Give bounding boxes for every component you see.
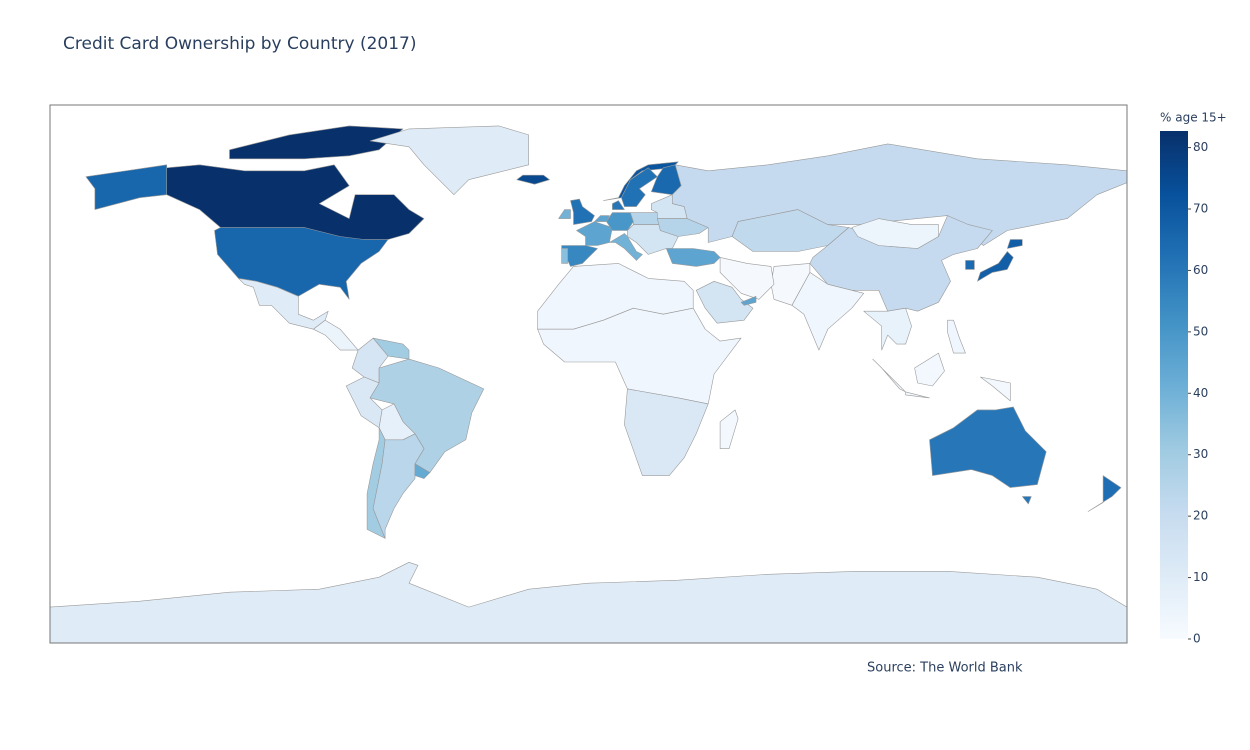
colorbar: [1160, 131, 1188, 639]
country: [947, 319, 966, 354]
map-frame: [49, 104, 1128, 644]
colorbar-tick-label: 30: [1193, 447, 1208, 461]
country: [977, 239, 1023, 282]
country: [414, 463, 431, 479]
country: [851, 218, 939, 249]
country: [516, 174, 550, 185]
country: [372, 433, 425, 539]
colorbar-tick-label: 20: [1193, 509, 1208, 523]
map: [50, 125, 1127, 643]
country: [770, 263, 811, 306]
country: [929, 406, 1047, 505]
country: [50, 562, 1127, 643]
colorbar-tick-label: 60: [1193, 263, 1208, 277]
country: [570, 198, 595, 225]
country: [666, 248, 721, 267]
country: [372, 337, 410, 360]
country: [561, 248, 568, 264]
country: [965, 260, 975, 270]
colorbar-tick-label: 10: [1193, 570, 1208, 584]
country: [606, 212, 634, 231]
country: [791, 272, 864, 351]
country: [621, 167, 658, 207]
country: [872, 352, 1011, 402]
country: [369, 125, 529, 195]
colorbar-tick-label: 40: [1193, 386, 1208, 400]
country: [624, 388, 709, 476]
colorbar-ticks: 0 10 20 30 40 50 60 70 80: [1188, 140, 1208, 646]
source-note: Source: The World Bank: [867, 661, 1023, 676]
country: [558, 209, 571, 219]
country: [1087, 475, 1122, 512]
country: [719, 257, 775, 300]
country: [609, 233, 643, 261]
country: [863, 307, 912, 351]
country: [612, 200, 625, 210]
country: [719, 409, 739, 449]
chart-title: Credit Card Ownership by Country (2017): [63, 34, 416, 54]
country: [695, 281, 754, 324]
country: [672, 143, 1127, 246]
colorbar-tick-label: 50: [1193, 324, 1208, 338]
colorbar-title: % age 15+: [1160, 111, 1227, 125]
colorbar-tick-label: 0: [1193, 632, 1201, 646]
country: [345, 376, 383, 429]
country: [594, 215, 610, 222]
country: [576, 221, 613, 246]
colorbar-tick-label: 80: [1193, 140, 1208, 154]
country: [630, 212, 661, 225]
colorbar-tick-label: 70: [1193, 202, 1208, 216]
country: [740, 296, 757, 306]
country: [313, 319, 359, 351]
country: [537, 307, 742, 405]
